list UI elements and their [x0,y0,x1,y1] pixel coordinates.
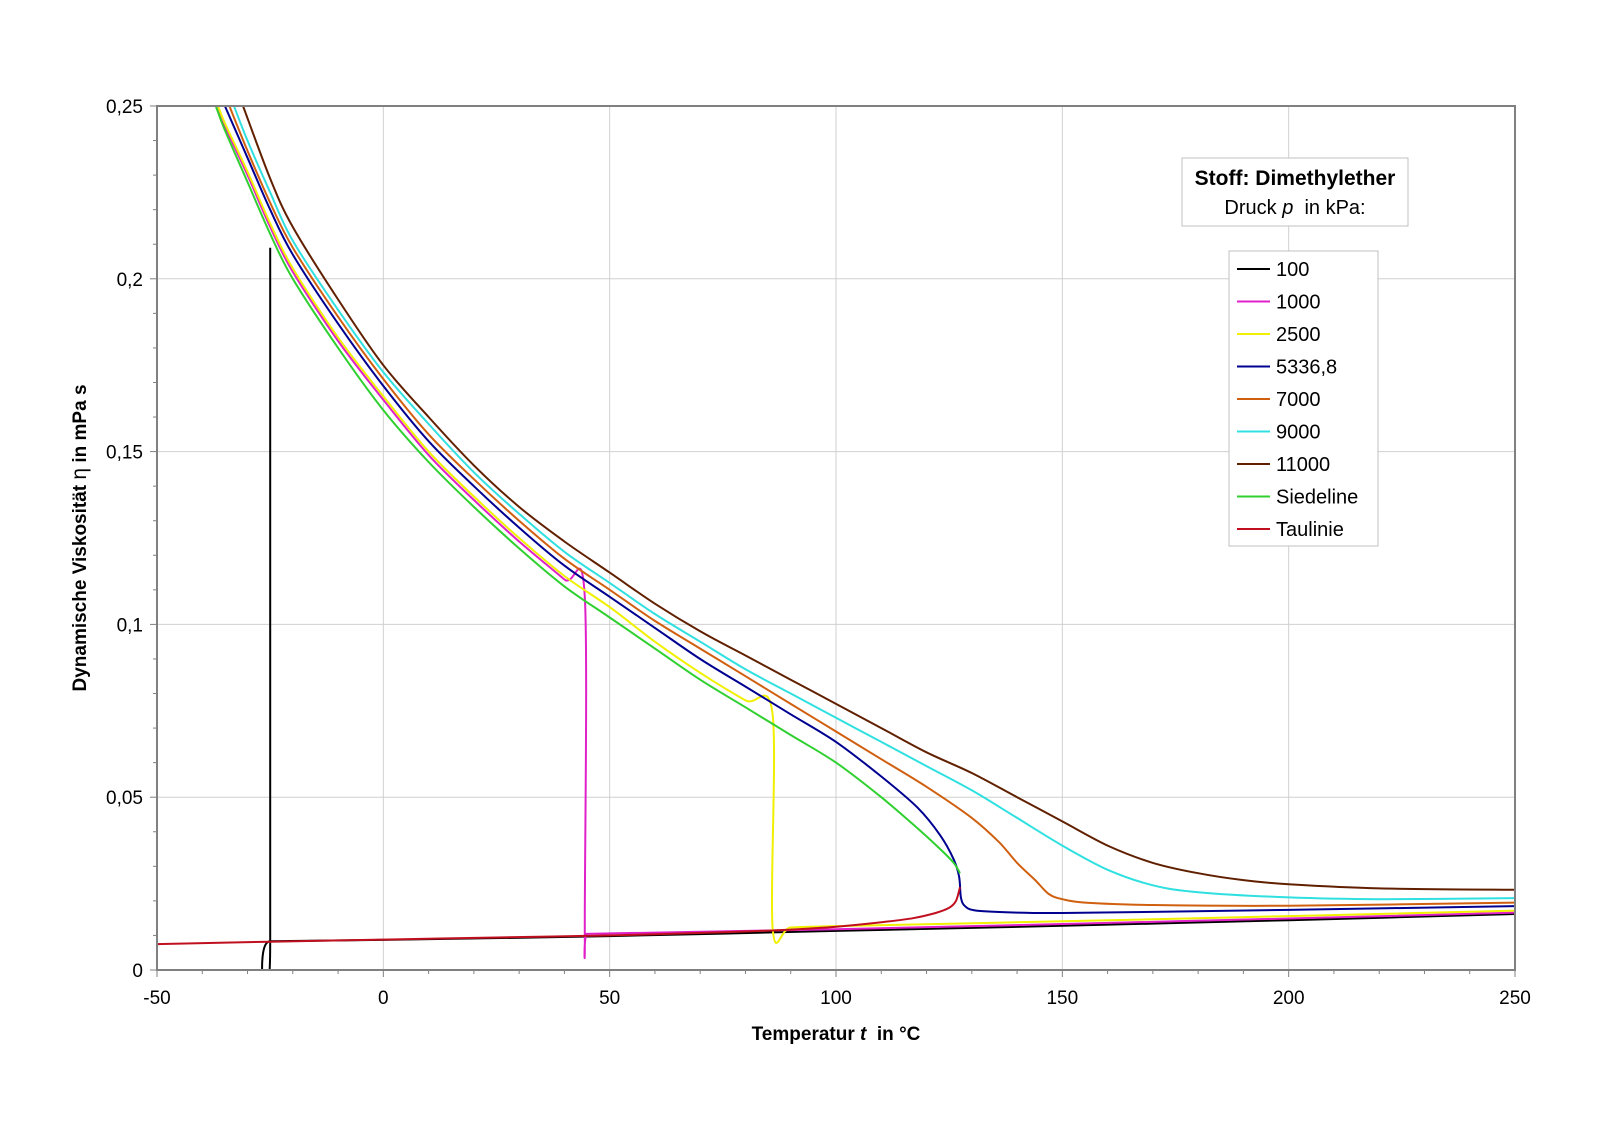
series-layer [157,106,1515,970]
y-axis-title: Dynamische Viskosität η in mPa s [68,384,91,691]
x-tick-label: -50 [143,988,170,1009]
legend-label: 7000 [1276,389,1321,411]
y-tick-label: 0,05 [106,788,143,809]
x-tick-label: 200 [1273,988,1305,1009]
series-line-siedeline [214,106,961,874]
legend-label: 2500 [1276,324,1321,346]
y-tick-label: 0 [132,961,143,982]
info-box: Stoff: Dimethylether Druck p in kPa: [1181,157,1409,227]
series-line-11000 [242,106,1515,891]
info-title: Stoff: Dimethylether [1195,167,1396,190]
x-tick-label: 250 [1499,988,1531,1009]
series-line-5336-8 [223,106,1515,915]
legend-item-1000: 1000 [1237,292,1321,314]
legend-item-siedeline: Siedeline [1237,487,1358,509]
legend-label: 5336,8 [1276,357,1337,379]
legend-item-100: 100 [1237,259,1309,281]
gridlines [157,106,1515,970]
legend-item-5336-8: 5336,8 [1237,357,1337,379]
x-tick-label: 100 [820,988,852,1009]
series-line-taulinie [157,886,961,946]
series-line-1000 [214,106,1515,959]
legend-label: Siedeline [1276,487,1358,509]
legend-label: 1000 [1276,292,1321,314]
x-tick-label: 0 [378,988,389,1009]
x-axis-title: Temperatur t in °C [752,1024,921,1045]
y-tick-labels: 0 0,05 0,1 0,15 0,2 0,25 [106,97,143,982]
series-line-7000 [228,106,1515,907]
legend-label: 11000 [1276,454,1330,476]
legend-item-7000: 7000 [1237,389,1321,411]
plot-frame [156,105,1516,971]
legend-item-11000: 11000 [1237,454,1330,476]
x-tick-labels: -50 0 50 100 150 200 250 [143,988,1531,1009]
y-tick-label: 0,1 [117,615,143,636]
series-line-2500 [217,106,1515,944]
info-subtitle: Druck p in kPa: [1224,197,1365,219]
info-box-frame [1181,157,1409,227]
series-line-9000 [233,106,1515,901]
y-tick-label: 0,15 [106,443,143,464]
legend-label: Taulinie [1276,519,1344,541]
x-tick-label: 50 [599,988,620,1009]
legend-item-taulinie: Taulinie [1237,519,1344,541]
legend-item-9000: 9000 [1237,422,1321,444]
legend: 100 1000 2500 5336,8 7000 9000 11000 Siedeline T… [1228,250,1379,547]
legend-item-2500: 2500 [1237,324,1321,346]
y-tick-label: 0,2 [117,270,143,291]
x-tick-label: 150 [1046,988,1078,1009]
legend-label: 9000 [1276,422,1321,444]
legend-label: 100 [1276,259,1309,281]
y-tick-label: 0,25 [106,97,143,118]
